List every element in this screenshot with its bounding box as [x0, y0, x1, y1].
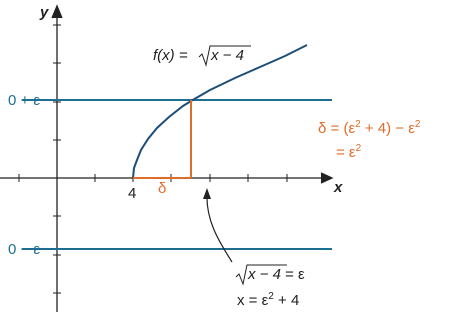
- radicand: x − 4: [247, 266, 281, 283]
- arrowhead: [203, 188, 211, 199]
- text-part: = ε: [281, 266, 305, 283]
- function-curve: [132, 44, 308, 179]
- x-tick-label: 4: [128, 185, 136, 202]
- lower-bound-label: 0 − ε: [8, 241, 40, 258]
- text-part: + 4) − ε: [361, 120, 416, 137]
- superscript: 2: [415, 119, 421, 130]
- solution-line1: x − 4 = ε: [247, 266, 305, 283]
- text-part: x = ε: [237, 292, 269, 309]
- superscript: 2: [355, 119, 361, 130]
- delta-result: = ε2: [336, 143, 362, 161]
- radical: [235, 264, 287, 286]
- text-part: = ε: [336, 144, 356, 161]
- upper-bound-label: 0 + ε: [8, 92, 40, 109]
- solution-line2: x = ε2 + 4: [237, 291, 299, 309]
- text-part: δ = (ε: [318, 120, 355, 137]
- superscript: 2: [268, 291, 274, 302]
- radical: [198, 45, 251, 67]
- x-axis-label: x: [333, 179, 343, 196]
- delta-equation: δ = (ε2 + 4) − ε2: [318, 119, 421, 137]
- function-radicand: x − 4: [210, 47, 244, 64]
- arrow: [206, 193, 233, 263]
- text-part: + 4: [274, 292, 299, 309]
- y-axis-label: y: [39, 4, 49, 21]
- function-name: f(x) =: [153, 47, 188, 64]
- superscript: 2: [356, 143, 362, 154]
- delta-label: δ: [158, 180, 166, 197]
